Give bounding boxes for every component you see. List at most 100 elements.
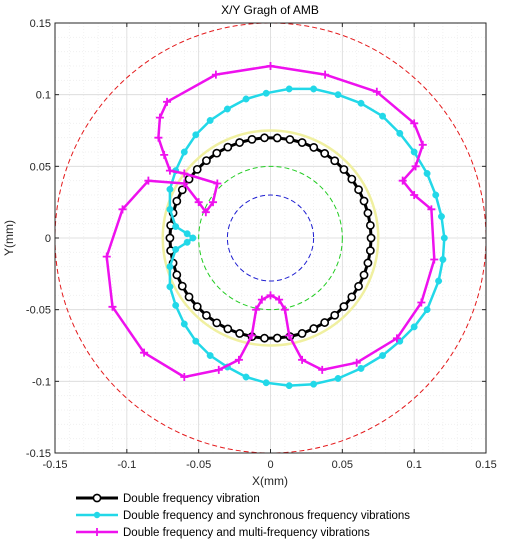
data-point [354,281,363,291]
data-point [379,112,387,120]
data-point [192,302,202,312]
data-point [309,324,319,333]
data-point [242,95,250,103]
data-point [439,256,447,263]
data-point [118,205,127,214]
data-point [266,62,275,70]
data-point [163,97,172,106]
legend-entry: Double frequency and multi-frequency vib… [76,527,370,539]
data-point [247,134,257,144]
data-point [180,148,188,156]
data-point [183,238,191,246]
data-point [365,220,375,230]
data-point [357,99,365,107]
data-point [347,292,357,302]
data-point [272,333,282,343]
data-point [366,233,376,243]
y-tick-label: 0 [45,233,51,245]
data-point [154,133,163,142]
data-point [177,185,187,195]
data-point [192,131,200,139]
data-point [363,258,373,268]
data-point [423,170,431,177]
data-point [423,306,431,314]
data-point [184,292,194,302]
data-point [285,135,295,144]
data-point [247,331,256,340]
data-point [194,198,203,207]
data-point [363,208,373,218]
data-point [223,142,233,152]
x-tick-label: 0.1 [407,459,422,471]
legend-label: Double frequency vibration [123,493,260,505]
series-group [102,62,448,390]
data-point [212,148,222,158]
data-point [309,143,319,152]
data-point [206,352,214,359]
data-point [177,281,187,291]
data-point [180,373,189,382]
data-point [144,176,153,185]
x-tick-label: 0 [267,459,273,471]
data-point [440,234,448,242]
legend-entry: Double frequency vibration [76,493,260,505]
data-point [223,324,233,334]
data-point [398,176,407,185]
data-point [359,270,369,280]
data-point [183,230,191,238]
data-point [417,298,426,307]
ticks: -0.15 -0.1 -0.05 0 0.05 0.1 0.15 -0.15 -0.1 -0.05… [26,18,497,471]
data-point [298,355,307,364]
data-point [396,129,404,137]
data-point [297,329,307,338]
y-tick-label: -0.15 [26,448,51,460]
data-point [359,196,369,206]
data-point [262,89,270,97]
data-point [235,138,245,147]
data-point [242,373,250,381]
data-point [209,198,218,207]
data-point [201,208,210,217]
data-point [266,291,275,300]
x-tick-label: -0.05 [186,459,211,471]
data-point [172,246,180,253]
data-point [202,156,211,165]
data-point [310,85,318,93]
x-tick-label: -0.1 [117,459,136,471]
data-point [438,213,445,220]
data-point [275,295,284,304]
data-point [234,355,243,364]
data-point [166,283,174,291]
data-point [108,302,117,311]
data-point [352,358,361,367]
data-point [392,334,401,343]
data-point [330,310,340,320]
x-tick-label: 0.05 [332,459,353,471]
data-point [252,305,261,314]
data-point [102,252,111,261]
data-point [297,138,307,147]
legend-swatch-marker [93,528,101,536]
x-axis-label: X(mm) [252,474,288,488]
data-point [180,320,188,328]
data-point [339,302,349,311]
data-point [410,119,419,128]
data-point [155,113,164,122]
reference-circle [226,194,315,282]
data-point [379,352,387,359]
reference-circle [161,129,380,347]
data-point [354,185,363,195]
data-point [172,301,180,309]
data-point [418,140,427,149]
data-point [180,179,189,188]
y-tick-label: 0.1 [36,90,51,102]
data-point [166,185,174,193]
y-tick-label: 0.15 [30,18,51,30]
data-point [347,174,357,184]
data-point [430,255,439,264]
data-point [262,379,270,387]
data-point [160,150,169,159]
data-point [260,133,269,143]
data-point [172,270,182,280]
